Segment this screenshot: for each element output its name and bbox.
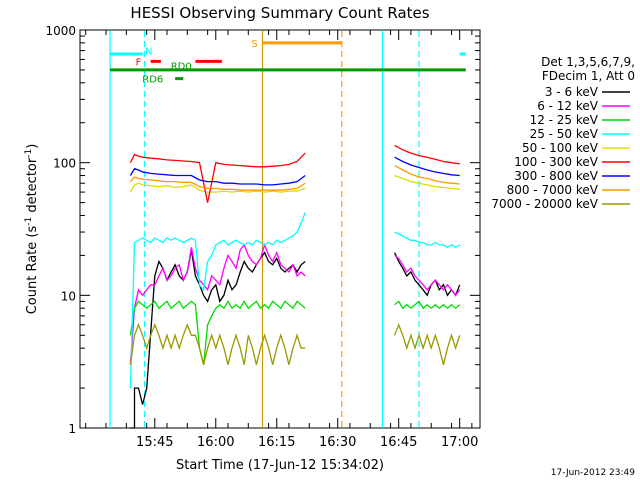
- legend-label: 3 - 6 keV: [545, 85, 599, 99]
- series-line: [394, 254, 461, 297]
- x-tick-label: 16:30: [319, 435, 356, 450]
- x-axis-label: Start Time (17-Jun-12 15:34:02): [176, 458, 384, 473]
- legend-label: 300 - 800 keV: [514, 169, 598, 183]
- legend: Det 1,3,5,6,7,9, FDecim 1, Att 0 3 - 6 k…: [491, 55, 635, 211]
- time-markers: [109, 31, 420, 428]
- flag-label: N: [145, 47, 152, 58]
- x-tick-label: 17:00: [441, 435, 478, 450]
- series-line: [129, 322, 306, 365]
- flag-label: F: [136, 57, 142, 68]
- series-line: [394, 252, 461, 297]
- series-line: [129, 300, 306, 365]
- series-line: [394, 165, 460, 185]
- flag-label: RD0: [171, 62, 192, 73]
- series-line: [129, 152, 306, 203]
- timestamp: 17-Jun-2012 23:49: [551, 468, 635, 478]
- series-lines: [129, 144, 461, 429]
- flag-bars: NF RD0 RD6 S: [110, 39, 466, 86]
- y-tick-label: 1: [68, 422, 76, 436]
- legend-label: 800 - 7000 keV: [507, 183, 599, 197]
- series-line: [129, 176, 306, 191]
- axis-ticks: 1 10 100 1000 15:45 16:00 16:15 16:30 16:45 17:00: [45, 24, 480, 450]
- series-line: [129, 167, 306, 186]
- legend-label: 25 - 50 keV: [530, 127, 599, 141]
- series-line: [394, 174, 460, 190]
- flag-label: RD6: [142, 75, 163, 86]
- x-tick-label: 16:00: [197, 435, 234, 450]
- y-tick-label: 1000: [45, 24, 76, 38]
- x-tick-label: 15:45: [136, 435, 173, 450]
- legend-label: 12 - 25 keV: [530, 113, 599, 127]
- y-axis-label: Count Rate (s-1 detector-1): [24, 144, 40, 315]
- y-tick-label: 100: [53, 157, 76, 171]
- series-line: [394, 231, 461, 249]
- x-tick-label: 16:45: [380, 435, 417, 450]
- series-line: [129, 182, 306, 193]
- x-tick-label: 16:15: [258, 435, 295, 450]
- legend-label: 50 - 100 keV: [522, 141, 599, 155]
- series-line: [129, 212, 306, 389]
- series-line: [393, 323, 461, 365]
- legend-header-2: FDecim 1, Att 0: [542, 69, 635, 83]
- legend-header-1: Det 1,3,5,6,7,9,: [541, 55, 635, 69]
- series-line: [394, 156, 460, 177]
- chart-title: HESSI Observing Summary Count Rates: [130, 4, 429, 22]
- series-line: [394, 300, 461, 310]
- series-line: [129, 242, 306, 365]
- legend-label: 100 - 300 keV: [514, 155, 598, 169]
- y-tick-label: 10: [61, 289, 76, 303]
- flag-label: S: [251, 39, 257, 50]
- legend-label: 7000 - 20000 keV: [491, 197, 598, 211]
- plot-area: [79, 29, 481, 429]
- series-line: [394, 144, 460, 165]
- legend-label: 6 - 12 keV: [537, 99, 599, 113]
- series-line: [130, 249, 306, 429]
